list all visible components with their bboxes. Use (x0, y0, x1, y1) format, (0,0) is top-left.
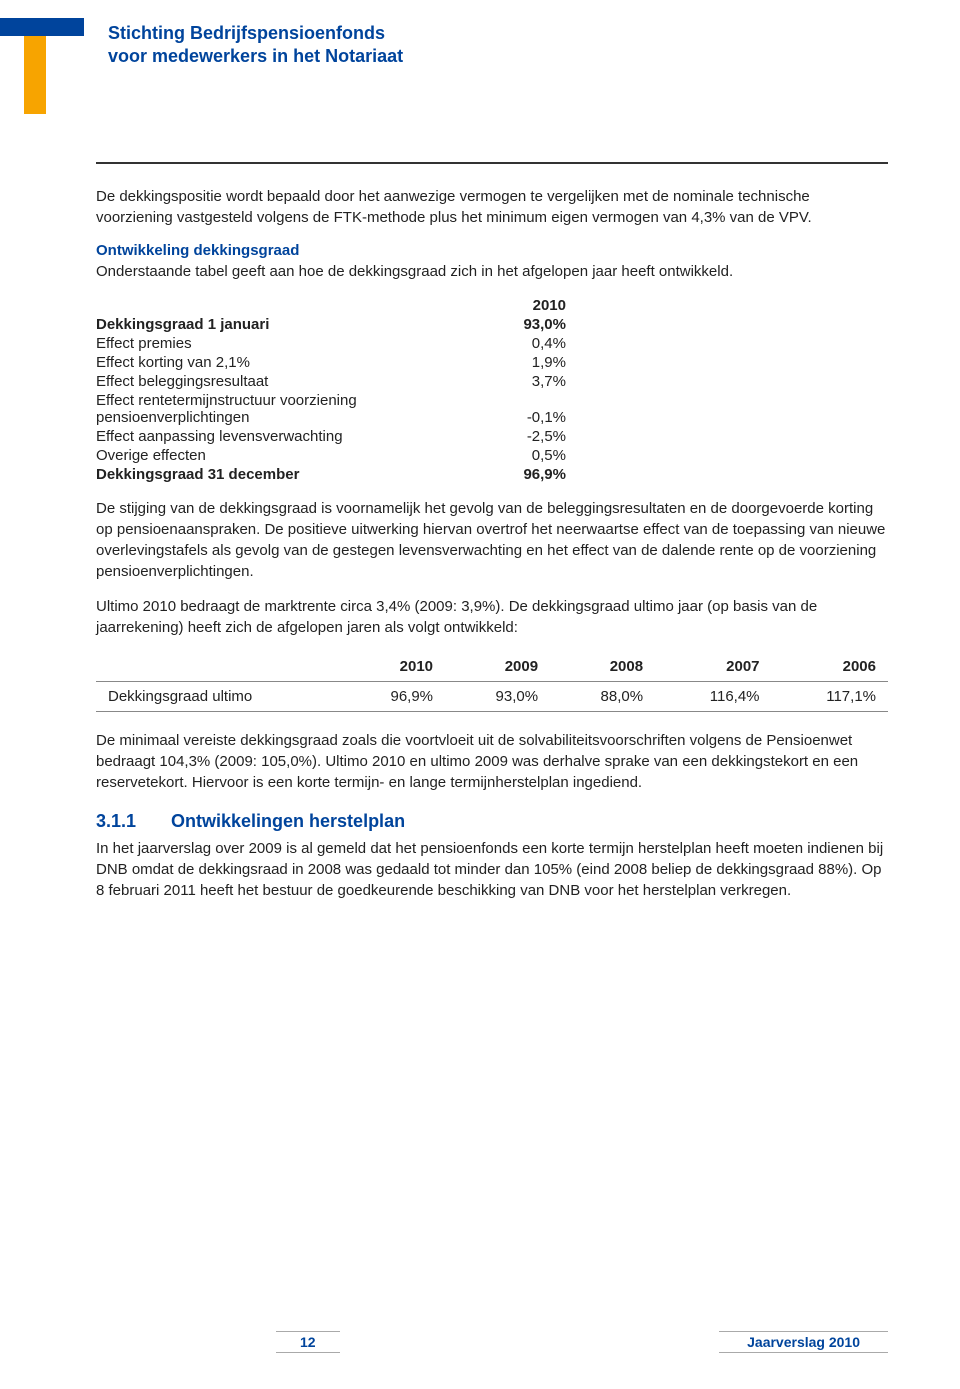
year-table: 2010 2009 2008 2007 2006 Dekkingsgraad u… (96, 652, 888, 712)
kv-value: 3,7% (466, 372, 566, 391)
subsection-num: 3.1.1 (96, 811, 166, 832)
year-th: 2009 (445, 652, 550, 682)
logo-mark (0, 0, 64, 64)
kv-value: 96,9% (466, 465, 566, 484)
page-number: 12 (276, 1331, 340, 1353)
year-th: 2006 (772, 652, 888, 682)
dev-text: Onderstaande tabel geeft aan hoe de dekk… (96, 261, 888, 282)
year-th: 2007 (655, 652, 771, 682)
kv-value: 93,0% (466, 315, 566, 334)
subsection-title: Ontwikkelingen herstelplan (171, 811, 405, 831)
year-row-label: Dekkingsgraad ultimo (96, 682, 340, 712)
paragraph: De stijging van de dekkingsgraad is voor… (96, 498, 888, 582)
intro-paragraph: De dekkingspositie wordt bepaald door he… (96, 186, 888, 228)
kv-label: Dekkingsgraad 31 december (96, 465, 466, 484)
kv-value: 0,4% (466, 334, 566, 353)
kv-value: -0,1% (466, 391, 566, 427)
kv-label: Effect korting van 2,1% (96, 353, 466, 372)
year-th: 2008 (550, 652, 655, 682)
kv-label: Overige effecten (96, 446, 466, 465)
kv-label: Effect aanpassing levensverwachting (96, 427, 466, 446)
kv-value: -2,5% (466, 427, 566, 446)
section-heading: Ontwikkeling dekkingsgraad (96, 242, 888, 259)
kv-value: 0,5% (466, 446, 566, 465)
logo-line1: Stichting Bedrijfspensioenfonds (108, 22, 403, 45)
divider (96, 162, 888, 164)
kv-label: Dekkingsgraad 1 januari (96, 315, 466, 334)
year-th: 2010 (340, 652, 445, 682)
dekkingsgraad-table: 2010 Dekkingsgraad 1 januari 93,0% Effec… (96, 296, 566, 484)
subsection-text: In het jaarverslag over 2009 is al gemel… (96, 838, 888, 901)
year-td: 117,1% (772, 682, 888, 712)
year-td: 93,0% (445, 682, 550, 712)
logo-text: Stichting Bedrijfspensioenfonds voor med… (108, 22, 403, 67)
logo-line2: voor medewerkers in het Notariaat (108, 45, 403, 68)
subsection-heading: 3.1.1 Ontwikkelingen herstelplan (96, 811, 888, 832)
year-td: 116,4% (655, 682, 771, 712)
kv-label: Effect beleggingsresultaat (96, 372, 466, 391)
year-th (96, 652, 340, 682)
kv-value: 1,9% (466, 353, 566, 372)
kv-label: Effect premies (96, 334, 466, 353)
year-td: 88,0% (550, 682, 655, 712)
paragraph: Ultimo 2010 bedraagt de marktrente circa… (96, 596, 888, 638)
year-td: 96,9% (340, 682, 445, 712)
footer-label: Jaarverslag 2010 (719, 1331, 888, 1353)
paragraph: De minimaal vereiste dekkingsgraad zoals… (96, 730, 888, 793)
kv-year-header: 2010 (466, 296, 566, 315)
footer: 12 Jaarverslag 2010 (96, 1331, 888, 1353)
kv-label: Effect rentetermijnstructuur voorziening… (96, 391, 466, 427)
